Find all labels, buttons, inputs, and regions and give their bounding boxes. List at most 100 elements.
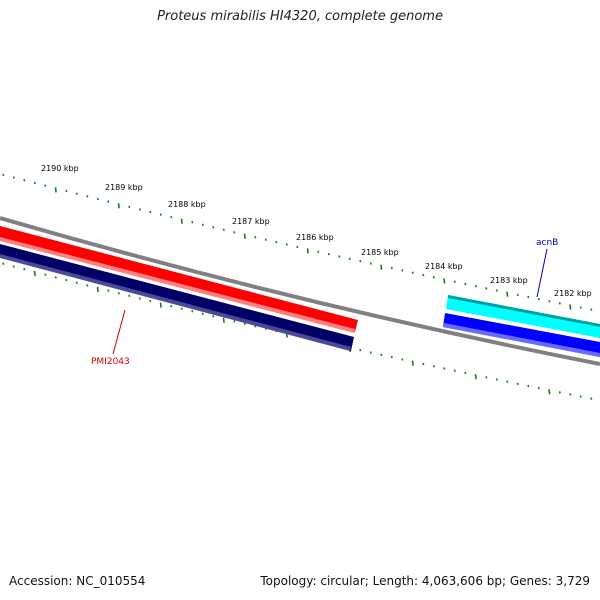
major-tick [243,233,246,239]
minor-tick [65,278,68,282]
minor-tick [411,271,414,274]
major-tick [548,389,551,395]
minor-tick [432,365,435,368]
minor-tick [590,397,593,400]
major-tick [159,302,162,308]
gene-pmi2043-feature[interactable] [0,226,358,333]
minor-tick [201,312,204,316]
minor-tick [464,371,467,375]
minor-tick [149,299,152,303]
tick-label: 2189 kbp [105,183,143,192]
minor-tick [390,266,393,270]
minor-tick [212,226,215,229]
reverse-strand-feature-right[interactable] [443,313,600,357]
minor-tick [117,292,120,295]
major-tick [96,286,99,293]
minor-tick [579,395,582,398]
gene-label-pmi2043[interactable]: PMI2043 [91,357,130,367]
minor-tick [369,351,372,354]
major-tick [222,317,225,323]
acnb-leader-line [536,248,548,298]
minor-tick [75,192,78,195]
major-tick [474,374,477,380]
minor-tick [65,189,68,193]
minor-tick [495,378,498,381]
accession-label: Accession: NC_010554 [9,574,146,588]
gene-label-acnb[interactable]: acnB [536,238,558,248]
minor-tick [128,205,131,209]
minor-tick [233,320,236,323]
minor-tick [485,376,488,379]
minor-tick [495,289,498,292]
minor-tick [138,297,141,300]
minor-tick [453,280,456,283]
major-tick [180,218,183,224]
genome-backbone [0,216,600,366]
minor-tick [23,268,26,271]
minor-tick [86,195,89,198]
inner-tick-ring [2,262,593,400]
minor-tick [464,282,467,286]
minor-tick [201,223,204,227]
genome-summary-label: Topology: circular; Length: 4,063,606 bp… [260,574,590,588]
major-tick [33,270,36,277]
minor-tick [75,281,78,284]
tick-label: 2184 kbp [425,262,463,271]
major-tick [411,360,414,366]
minor-tick [33,181,36,185]
minor-tick [44,273,47,276]
tick-labels: 2190 kbp 2189 kbp 2188 kbp 2187 kbp 2186… [41,164,592,298]
minor-tick [317,250,320,253]
minor-tick [275,240,278,244]
minor-tick [96,197,99,201]
minor-tick [212,315,215,318]
minor-tick [527,295,530,299]
minor-tick [233,231,236,234]
minor-tick [401,269,404,272]
minor-tick [401,358,404,361]
major-tick [380,264,383,270]
minor-tick [579,306,582,309]
minor-tick [191,221,194,224]
minor-tick [506,380,509,383]
minor-tick [264,238,267,241]
minor-tick [359,259,362,263]
minor-tick [422,273,425,277]
minor-tick [380,353,383,357]
minor-tick [149,210,152,214]
minor-tick [107,289,110,292]
minor-tick [128,294,131,298]
minor-tick [138,208,141,211]
minor-tick [285,243,288,246]
major-tick [306,248,309,254]
reverse-strand-feature-left[interactable] [0,244,354,351]
minor-tick [569,393,572,396]
minor-tick [12,176,15,179]
gene-acnb-feature[interactable] [446,295,600,338]
minor-tick [558,391,561,394]
minor-tick [12,265,15,268]
minor-tick [243,322,246,326]
major-tick [569,304,572,310]
minor-tick [453,369,456,372]
minor-tick [2,262,5,266]
minor-tick [537,297,540,301]
minor-tick [422,362,425,366]
tick-label: 2182 kbp [554,289,592,298]
minor-tick [558,302,561,305]
minor-tick [548,300,551,303]
minor-tick [369,262,372,265]
tick-label: 2187 kbp [232,217,270,226]
minor-tick [516,293,519,297]
tick-label: 2190 kbp [41,164,79,173]
major-tick [117,203,120,209]
minor-tick [44,184,47,187]
minor-tick [485,287,488,290]
minor-tick [338,255,341,258]
minor-tick [359,348,362,352]
minor-tick [327,252,330,256]
minor-tick [432,276,435,279]
minor-tick [390,355,393,359]
major-tick [506,291,509,297]
